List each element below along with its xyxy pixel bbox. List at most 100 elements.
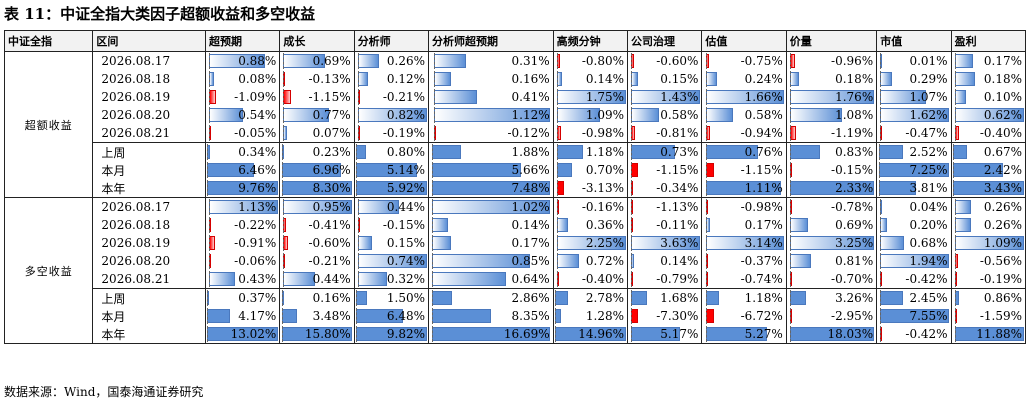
value-text: -0.16%	[581, 200, 625, 214]
value-text: 3.81%	[909, 181, 948, 195]
value-cell: 1.43%	[627, 88, 703, 106]
value-cell: 1.28%	[553, 307, 629, 325]
header-cell: 估值	[701, 30, 787, 52]
value-text: 1.09%	[983, 236, 1022, 250]
value-cell: 0.83%	[786, 142, 878, 161]
value-text: 1.28%	[585, 309, 625, 323]
value-text: 3.63%	[660, 236, 699, 250]
zero-axis	[790, 53, 792, 69]
zero-axis	[281, 326, 283, 342]
value-text: 0.20%	[909, 218, 948, 232]
negative-bar	[208, 90, 217, 104]
negative-bar	[556, 181, 564, 195]
zero-axis	[433, 107, 435, 123]
value-cell: 2.78%	[553, 288, 629, 307]
zero-axis	[954, 217, 956, 233]
value-cell: -0.98%	[701, 197, 787, 216]
zero-axis	[880, 125, 882, 141]
value-cell: -1.13%	[627, 197, 703, 216]
zero-axis	[208, 253, 210, 269]
zero-axis	[281, 308, 283, 324]
zero-axis	[283, 125, 285, 141]
negative-bar	[705, 163, 715, 177]
value-cell: 1.07%	[876, 88, 952, 106]
zero-axis	[555, 326, 557, 342]
zero-axis	[357, 253, 359, 269]
value-text: 2.42%	[983, 163, 1022, 177]
value-cell: 2.33%	[786, 179, 878, 198]
positive-bar	[630, 72, 639, 86]
value-text: 14.96%	[578, 327, 625, 341]
zero-axis	[357, 271, 359, 287]
zero-axis	[356, 290, 358, 306]
table-row: 超额收益 2026.08.17 0.88% 0.69% 0.26% 0.31% -0.80%…	[3, 51, 1027, 198]
value-text: -0.60%	[656, 54, 699, 68]
value-text: 0.17%	[983, 54, 1022, 68]
table-row: 多空收益 2026.08.17 1.13% 0.95% 0.44% 1.02% -0.16%…	[3, 197, 1027, 344]
zero-axis	[208, 199, 210, 215]
positive-bar	[431, 145, 462, 159]
positive-bar	[880, 291, 903, 305]
value-text: 0.15%	[660, 72, 699, 86]
value-cell: -0.60%	[279, 234, 355, 252]
value-cell: -0.19%	[354, 124, 430, 143]
value-cell: 1.09%	[553, 106, 629, 124]
zero-axis	[356, 144, 358, 160]
value-text: -0.21%	[308, 254, 351, 268]
period-cell: 2026.08.19	[92, 234, 206, 252]
value-cell: 1.12%	[428, 106, 554, 124]
zero-axis	[283, 107, 285, 123]
table-row: 2026.08.20 0.54% 0.77% 0.82% 1.12% 1.09% 0.58%…	[5, 106, 1027, 124]
zero-axis	[556, 253, 558, 269]
zero-axis	[954, 290, 956, 306]
value-cell: 3.25%	[786, 234, 878, 252]
value-cell: 1.09%	[951, 234, 1027, 252]
value-text: 0.70%	[585, 163, 625, 177]
zero-axis	[556, 125, 558, 141]
zero-axis	[357, 125, 359, 141]
value-text: 1.62%	[909, 108, 948, 122]
value-cell: 0.85%	[428, 252, 554, 270]
value-text: -0.05%	[234, 126, 277, 140]
value-text: 1.76%	[835, 90, 874, 104]
value-cell: 0.26%	[951, 216, 1027, 234]
table-row: 本年 9.76% 8.30% 5.92% 7.48% -3.13% -0.34% 1.11% 2…	[5, 179, 1027, 198]
value-cell: 0.69%	[786, 216, 878, 234]
zero-axis	[431, 235, 433, 251]
zero-axis	[281, 290, 283, 306]
value-text: 2.78%	[585, 291, 625, 305]
positive-bar	[357, 54, 380, 68]
value-cell: 0.32%	[354, 270, 430, 289]
value-cell: 0.18%	[786, 70, 878, 88]
value-cell: 1.62%	[876, 106, 952, 124]
zero-axis	[705, 53, 707, 69]
value-cell: 3.63%	[627, 234, 703, 252]
zero-axis	[208, 125, 210, 141]
value-text: -0.47%	[905, 126, 948, 140]
value-text: 7.25%	[909, 163, 948, 177]
zero-axis	[431, 271, 433, 287]
value-text: 9.76%	[238, 181, 277, 195]
value-cell: -0.78%	[786, 197, 878, 216]
negative-bar	[705, 309, 715, 323]
zero-axis	[705, 144, 707, 160]
value-cell: 1.13%	[205, 197, 281, 216]
value-cell: 0.07%	[279, 124, 355, 143]
value-cell: 0.14%	[428, 216, 554, 234]
value-cell: -0.98%	[553, 124, 629, 143]
zero-axis	[433, 53, 435, 69]
value-cell: -0.16%	[553, 197, 629, 216]
zero-axis	[790, 89, 792, 105]
value-cell: 3.43%	[951, 179, 1027, 198]
value-text: -1.09%	[234, 90, 277, 104]
zero-axis	[207, 162, 209, 178]
value-cell: 0.10%	[951, 88, 1027, 106]
zero-axis	[954, 326, 956, 342]
value-cell: 1.18%	[701, 288, 787, 307]
value-cell: -0.11%	[627, 216, 703, 234]
header-cell: 成长	[279, 30, 355, 52]
value-cell: 14.96%	[553, 325, 629, 344]
zero-axis	[705, 253, 707, 269]
value-text: 3.48%	[312, 309, 351, 323]
value-text: 1.50%	[386, 291, 426, 305]
